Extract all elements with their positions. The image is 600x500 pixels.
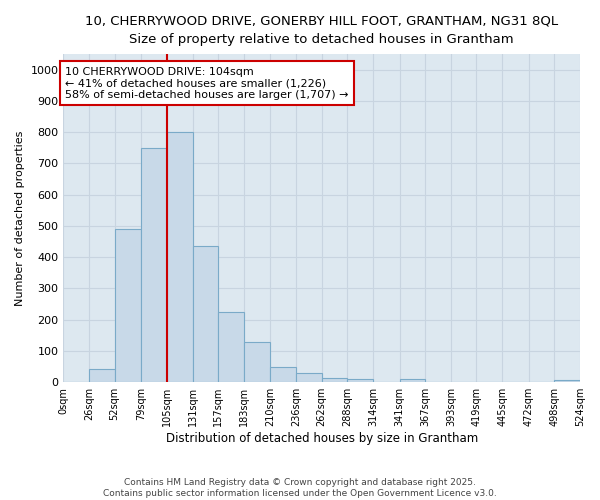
Bar <box>141 148 167 382</box>
Bar <box>89 369 115 382</box>
X-axis label: Distribution of detached houses by size in Grantham: Distribution of detached houses by size … <box>166 432 478 445</box>
Bar <box>322 378 347 382</box>
Bar <box>347 379 373 382</box>
Y-axis label: Number of detached properties: Number of detached properties <box>15 130 25 306</box>
Bar <box>554 380 580 382</box>
Text: 10 CHERRYWOOD DRIVE: 104sqm
← 41% of detached houses are smaller (1,226)
58% of : 10 CHERRYWOOD DRIVE: 104sqm ← 41% of det… <box>65 66 349 100</box>
Bar <box>296 374 322 382</box>
Text: Contains HM Land Registry data © Crown copyright and database right 2025.
Contai: Contains HM Land Registry data © Crown c… <box>103 478 497 498</box>
Bar <box>167 132 193 382</box>
Bar <box>218 312 244 382</box>
Bar <box>244 342 271 382</box>
Title: 10, CHERRYWOOD DRIVE, GONERBY HILL FOOT, GRANTHAM, NG31 8QL
Size of property rel: 10, CHERRYWOOD DRIVE, GONERBY HILL FOOT,… <box>85 15 558 46</box>
Bar <box>193 246 218 382</box>
Bar <box>271 366 296 382</box>
Bar <box>400 379 425 382</box>
Bar <box>115 229 141 382</box>
